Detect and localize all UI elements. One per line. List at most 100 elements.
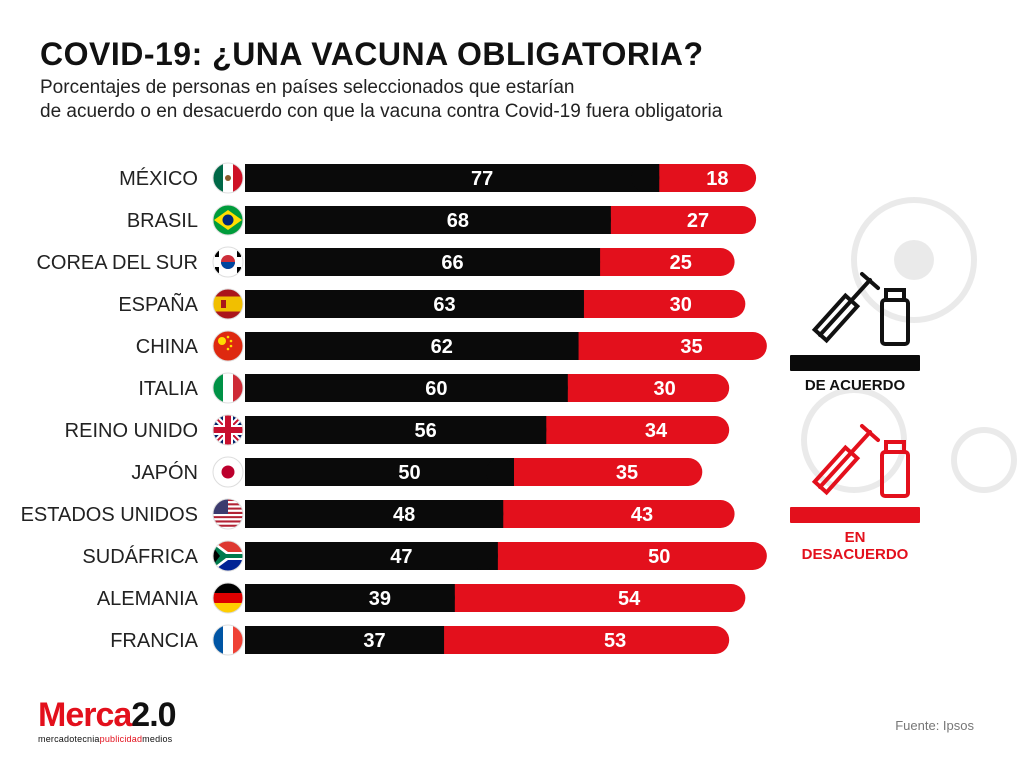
bar-agree-cap [469, 542, 498, 570]
bar-disagree [555, 290, 746, 318]
mexico-flag-outline [212, 162, 244, 194]
bar-agree [245, 416, 547, 444]
spain-flag-outline [212, 288, 244, 320]
bar-agree-start [245, 458, 251, 486]
bar-agree-cap [631, 164, 660, 192]
bar-agree-start [245, 416, 251, 444]
chart-subtitle: Porcentajes de personas en países selecc… [40, 76, 860, 124]
legend: DE ACUERDO EN DESACUERDO [790, 260, 920, 563]
source-note: Fuente: Ipsos [895, 718, 974, 733]
japan-flag-outline [212, 456, 244, 488]
value-label-agree: 60 [425, 378, 447, 400]
bar-agree-cap [416, 626, 445, 654]
bar-agree-cap [475, 500, 504, 528]
bar-disagree [469, 542, 767, 570]
logo-wordmark: Merca2.0 [38, 696, 177, 734]
value-label-agree: 56 [415, 420, 437, 442]
value-label-disagree: 25 [670, 252, 692, 274]
value-label-disagree: 53 [604, 630, 626, 652]
value-label-agree: 47 [390, 546, 412, 568]
category-label: REINO UNIDO [65, 420, 198, 442]
bar-agree [245, 458, 514, 486]
south-africa-flag-outline [212, 540, 244, 572]
bar-disagree [539, 374, 730, 402]
value-label-disagree: 30 [670, 294, 692, 316]
logo-tag-c: medios [142, 734, 173, 744]
brazil-flag [213, 205, 243, 235]
legend-agree-swatch [790, 355, 920, 371]
category-label: CHINA [136, 336, 199, 358]
bar-agree-start [245, 290, 251, 318]
value-label-disagree: 54 [618, 588, 641, 610]
bar-agree [245, 248, 601, 276]
value-label-disagree: 50 [648, 546, 670, 568]
uk-flag-outline [212, 414, 244, 446]
bar-disagree [582, 206, 757, 234]
bar-agree-cap [550, 332, 579, 360]
category-label: ITALIA [138, 378, 198, 400]
brazil-flag-outline [212, 204, 244, 236]
china-flag-outline [212, 330, 244, 362]
bar-disagree [426, 584, 746, 612]
japan-flag [213, 457, 243, 487]
value-label-agree: 62 [431, 336, 453, 358]
value-label-disagree: 27 [687, 210, 709, 232]
france-flag [213, 625, 243, 655]
bar-agree-cap [486, 458, 514, 486]
bar-agree [245, 290, 584, 318]
mexico-flag [213, 163, 243, 193]
bar-agree [245, 500, 504, 528]
bar-agree-cap [582, 206, 611, 234]
logo-brand-b: 2.0 [131, 696, 176, 734]
category-label: JAPÓN [131, 461, 198, 484]
south-africa-flag [213, 541, 243, 571]
italy-flag-outline [212, 372, 244, 404]
south-korea-flag [213, 247, 243, 277]
bar-agree-start [245, 626, 251, 654]
bar-disagree [631, 164, 757, 192]
value-label-agree: 63 [433, 294, 455, 316]
syringe-vial-icon [811, 272, 910, 346]
bar-agree-cap [539, 374, 568, 402]
china-flag [213, 331, 243, 361]
stacked-bar-chart: MÉXICO 77 18 BRASIL 68 27 COREA DEL SUR 66 25 ESP… [21, 162, 767, 656]
bar-agree-start [245, 206, 251, 234]
category-label: ESTADOS UNIDOS [21, 504, 198, 526]
bar-agree [245, 374, 568, 402]
subtitle-line-1: Porcentajes de personas en países selecc… [40, 77, 575, 98]
value-label-agree: 50 [398, 462, 420, 484]
chart-title: COVID-19: ¿UNA VACUNA OBLIGATORIA? [40, 36, 704, 72]
legend-disagree-label: EN DESACUERDO [801, 529, 909, 563]
italy-flag [213, 373, 243, 403]
subtitle-line-2: de acuerdo o en desacuerdo con que la va… [40, 101, 723, 122]
value-label-agree: 39 [369, 588, 391, 610]
value-label-agree: 68 [447, 210, 469, 232]
value-label-disagree: 35 [616, 462, 638, 484]
france-flag-outline [212, 624, 244, 656]
bar-disagree [475, 500, 735, 528]
bar-agree-cap [572, 248, 601, 276]
legend-disagree-swatch [790, 507, 920, 523]
syringe-vial-icon-red [811, 424, 910, 498]
bar-disagree [518, 416, 730, 444]
bar-agree-start [245, 332, 251, 360]
bar-agree [245, 164, 660, 192]
usa-flag-outline [212, 498, 244, 530]
bar-agree-cap [555, 290, 584, 318]
value-label-agree: 48 [393, 504, 415, 526]
bar-agree-start [245, 542, 251, 570]
merca20-logo: Merca2.0 mercadotecniapublicidadmedios [38, 696, 177, 744]
category-label: COREA DEL SUR [36, 252, 198, 274]
value-label-agree: 37 [363, 630, 385, 652]
bar-agree [245, 626, 445, 654]
logo-tag-b: publicidad [99, 734, 143, 744]
spain-flag [213, 289, 243, 319]
bar-agree-cap [518, 416, 547, 444]
bar-agree [245, 542, 498, 570]
value-label-disagree: 18 [706, 168, 728, 190]
value-label-disagree: 30 [654, 378, 676, 400]
category-label: ESPAÑA [118, 292, 198, 316]
value-label-agree: 77 [471, 168, 493, 190]
bar-agree-start [245, 500, 251, 528]
value-label-disagree: 35 [680, 336, 702, 358]
